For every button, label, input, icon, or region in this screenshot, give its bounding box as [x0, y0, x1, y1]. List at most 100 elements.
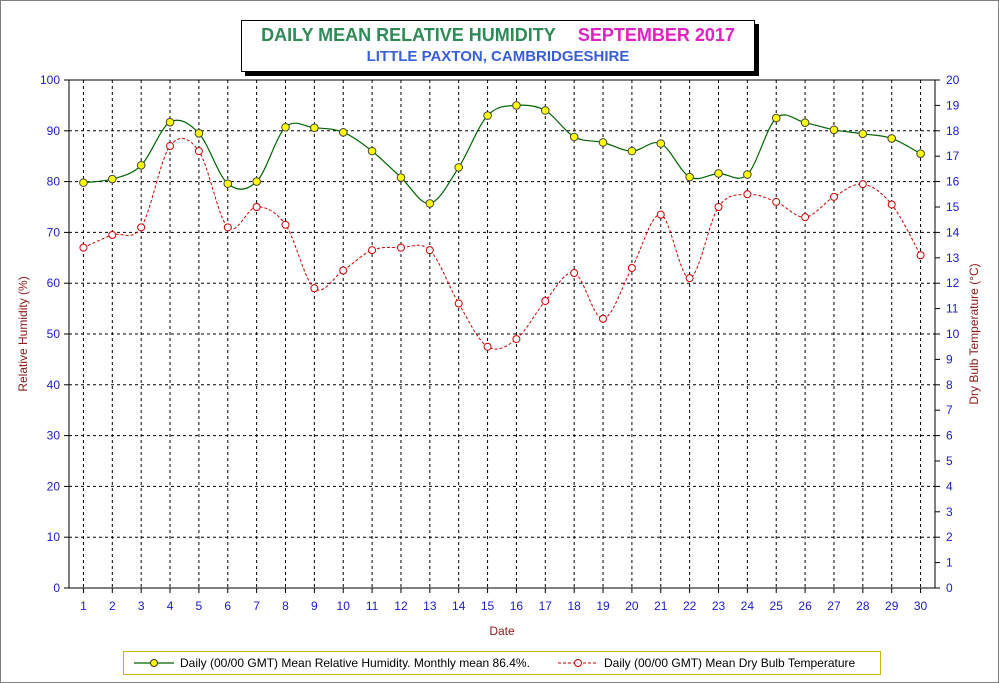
legend-temperature-label: Daily (00/00 GMT) Mean Dry Bulb Temperat… — [604, 656, 856, 670]
y-left-tick-label: 10 — [47, 530, 61, 544]
temperature-point — [599, 314, 608, 323]
y-left-tick-label: 0 — [53, 581, 60, 595]
x-tick-label: 2 — [109, 599, 116, 613]
x-tick-label: 16 — [510, 599, 524, 613]
legend-humidity-label: Daily (00/00 GMT) Mean Relative Humidity… — [180, 656, 530, 670]
temperature-point — [772, 197, 781, 206]
humidity-point — [714, 169, 723, 178]
x-tick-label: 29 — [885, 599, 899, 613]
x-tick-label: 12 — [394, 599, 408, 613]
temperature-point — [137, 223, 146, 232]
x-tick-label: 19 — [596, 599, 610, 613]
humidity-point — [223, 179, 233, 188]
humidity-series-line — [83, 104, 921, 205]
temperature-point — [454, 299, 463, 308]
x-tick-label: 25 — [770, 599, 784, 613]
humidity-point — [281, 122, 290, 132]
temperature-point — [108, 230, 117, 239]
temperature-point — [252, 203, 261, 211]
x-tick-label: 13 — [423, 599, 437, 613]
humidity-point — [252, 177, 261, 186]
x-tick-label: 17 — [539, 599, 553, 613]
y-right-tick-label: 4 — [946, 479, 953, 493]
temperature-point — [223, 223, 232, 232]
temperature-point — [339, 266, 348, 275]
y-right-tick-label: 20 — [946, 73, 960, 87]
humidity-point — [627, 146, 637, 156]
y-right-tick-label: 13 — [946, 251, 960, 265]
x-tick-label: 9 — [311, 599, 318, 613]
chart-title-date: SEPTEMBER 2017 — [577, 25, 735, 45]
y-right-tick-label: 19 — [946, 98, 960, 112]
temperature-point — [396, 243, 405, 252]
y-left-tick-label: 80 — [47, 175, 61, 189]
y-left-axis-title: Relative Humidity (%) — [16, 276, 30, 391]
temperature-point — [858, 180, 867, 189]
x-axis-title: Date — [489, 624, 515, 638]
humidity-point — [771, 113, 781, 123]
x-tick-label: 10 — [337, 599, 351, 613]
temperature-point — [281, 220, 290, 229]
x-tick-label: 23 — [712, 599, 726, 613]
temperature-point — [512, 335, 521, 344]
y-right-tick-label: 11 — [946, 302, 959, 316]
y-left-tick-label: 40 — [47, 378, 61, 392]
temperature-point — [801, 213, 810, 222]
y-right-tick-label: 0 — [946, 581, 953, 595]
y-right-tick-label: 6 — [946, 429, 953, 443]
chart-title: DAILY MEAN RELATIVE HUMIDITY — [261, 25, 556, 45]
y-right-tick-label: 8 — [946, 378, 953, 392]
humidity-point — [483, 111, 492, 120]
humidity-point — [367, 146, 377, 156]
y-left-tick-label: 30 — [47, 429, 61, 443]
legend-humidity-swatch — [134, 659, 174, 667]
y-right-axis-title: Dry Bulb Temperature (°C) — [967, 263, 981, 404]
humidity-point — [512, 101, 521, 110]
y-right-tick-label: 5 — [946, 454, 953, 468]
humidity-point — [79, 178, 88, 187]
x-tick-label: 21 — [654, 599, 668, 613]
temperature-point — [829, 192, 838, 201]
temperature-point — [916, 251, 925, 260]
x-tick-label: 1 — [80, 599, 87, 613]
x-tick-label: 6 — [224, 599, 231, 613]
x-tick-label: 4 — [167, 599, 174, 613]
x-tick-label: 11 — [366, 599, 379, 613]
y-left-tick-label: 50 — [47, 327, 61, 341]
y-right-tick-label: 1 — [946, 556, 953, 570]
humidity-point — [916, 149, 925, 158]
x-tick-label: 24 — [741, 599, 755, 613]
y-right-tick-label: 9 — [946, 352, 953, 366]
y-right-tick-label: 18 — [946, 124, 960, 138]
humidity-point — [800, 118, 810, 127]
temperature-point — [79, 243, 88, 252]
humidity-point — [656, 139, 666, 148]
x-tick-label: 26 — [798, 599, 812, 613]
humidity-point — [858, 129, 868, 139]
humidity-point — [685, 172, 694, 182]
y-right-tick-label: 12 — [946, 276, 960, 290]
temperature-point — [194, 147, 203, 156]
humidity-point — [743, 170, 752, 179]
y-left-tick-label: 60 — [47, 276, 61, 290]
humidity-point — [136, 161, 146, 170]
humidity-point — [165, 117, 175, 127]
legend: Daily (00/00 GMT) Mean Relative Humidity… — [123, 651, 881, 675]
y-left-tick-label: 100 — [40, 73, 60, 87]
x-tick-label: 5 — [196, 599, 203, 613]
x-tick-label: 7 — [253, 599, 260, 613]
humidity-point — [598, 138, 608, 147]
humidity-point — [454, 163, 464, 172]
humidity-point — [569, 132, 579, 142]
x-tick-label: 3 — [138, 599, 145, 613]
humidity-point — [425, 199, 435, 208]
temperature-point — [541, 296, 550, 305]
temperature-point — [743, 190, 752, 199]
y-right-tick-label: 14 — [946, 225, 960, 239]
chart-subtitle: LITTLE PAXTON, CAMBRIDGESHIRE — [366, 48, 630, 65]
temperature-point — [483, 342, 492, 351]
y-right-tick-label: 17 — [946, 149, 960, 163]
humidity-point — [541, 106, 550, 115]
